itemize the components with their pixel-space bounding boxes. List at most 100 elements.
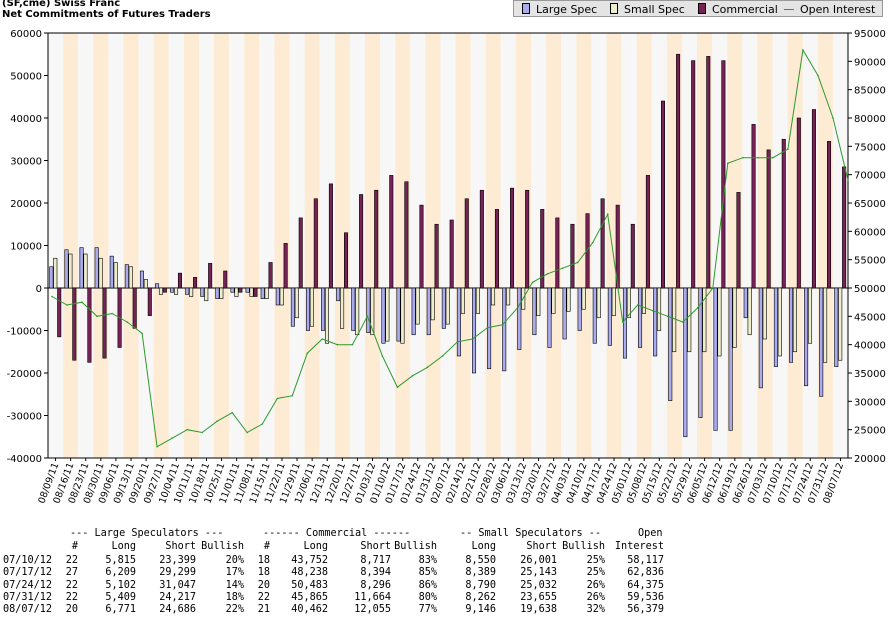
commercial-bar: [162, 287, 167, 293]
small-spec-bar: [53, 257, 58, 289]
y2-tick-label: 90000: [854, 57, 886, 68]
small-spec-bar: [445, 287, 450, 325]
large-spec-bar: [713, 287, 718, 431]
week-band: [153, 33, 169, 458]
commercial-bar: [434, 223, 439, 289]
table-cell: 8,790: [465, 579, 496, 591]
commercial-bar: [328, 183, 333, 289]
table-cell: 25,143: [520, 567, 557, 579]
large-spec-bar: [336, 287, 341, 302]
small-spec-bar: [98, 257, 103, 289]
table-cell: 26%: [586, 579, 605, 591]
chart-title: (SF,cme) Swiss Franc: [2, 0, 121, 9]
small-spec-bar: [808, 287, 813, 344]
commercial-bar: [389, 175, 394, 289]
col-header: Short: [360, 541, 391, 552]
commercial-bar: [781, 138, 786, 289]
commercial-bar: [479, 189, 484, 289]
y-tick-label: 40000: [10, 114, 42, 125]
col-header: Short: [526, 541, 557, 552]
legend-open-interest: Open Interest: [784, 3, 875, 16]
commercial-bar: [57, 287, 62, 338]
table-cell: 5,409: [105, 591, 136, 603]
table-cell: 19,638: [520, 604, 557, 616]
large-spec-swatch: [522, 3, 530, 14]
col-header: Interest: [614, 541, 664, 552]
small-spec-bar: [491, 287, 496, 306]
small-spec-bar: [385, 287, 390, 342]
commercial-bar: [268, 262, 273, 289]
commercial-bar: [660, 100, 666, 289]
large-spec-bar: [743, 287, 748, 319]
small-spec-swatch: [610, 3, 618, 14]
large-spec-bar: [532, 287, 537, 336]
commercial-bar: [147, 287, 152, 316]
table-cell: 8,296: [360, 579, 391, 591]
table-cell: 23,655: [520, 591, 557, 603]
large-spec-bar: [260, 287, 265, 299]
small-spec-bar: [732, 287, 737, 348]
commercial-bar: [676, 53, 681, 289]
small-spec-bar: [626, 287, 631, 319]
week-band: [380, 33, 396, 458]
large-spec-bar: [109, 255, 114, 289]
table-cell: 11,664: [354, 591, 391, 603]
week-band: [395, 33, 411, 458]
large-spec-bar: [155, 283, 160, 289]
chart-subtitle: Net Commitments of Futures Traders: [2, 9, 211, 20]
commercial-bar: [464, 198, 469, 289]
table-cell: 31,047: [159, 579, 196, 591]
table-cell: 22: [65, 579, 78, 591]
commercial-bar: [630, 223, 635, 289]
y-tick-label: 20000: [10, 199, 42, 210]
large-spec-bar: [698, 287, 703, 418]
table-cell: 40,462: [291, 604, 328, 616]
table-cell: 20: [257, 579, 270, 591]
commercial-bar: [645, 175, 650, 289]
week-band: [78, 33, 94, 458]
y2-tick-label: 95000: [854, 29, 886, 40]
large-spec-bar: [321, 287, 326, 331]
col-header: Long: [471, 541, 496, 552]
week-band: [183, 33, 199, 458]
week-band: [63, 33, 79, 458]
large-spec-bar: [502, 287, 507, 372]
y-tick-label: -40000: [7, 454, 42, 465]
table-cell: 80%: [418, 591, 437, 603]
large-spec-bar: [653, 287, 658, 357]
commercial-bar: [540, 209, 545, 289]
small-spec-bar: [294, 287, 299, 319]
large-spec-bar: [124, 264, 129, 289]
small-spec-bar: [641, 287, 646, 314]
commercial-bar: [796, 117, 801, 289]
commercial-bar: [419, 204, 424, 289]
large-spec-bar: [351, 287, 356, 331]
legend-large-spec: Large Spec: [522, 3, 597, 16]
open-interest-swatch: [784, 9, 794, 10]
week-band: [93, 33, 109, 458]
week-band: [108, 33, 124, 458]
small-spec-bar: [551, 287, 556, 314]
week-band: [229, 33, 245, 458]
small-spec-bar: [838, 287, 843, 361]
row-date: 07/10/12: [3, 555, 53, 566]
week-band: [349, 33, 365, 458]
table-cell: 14%: [225, 579, 244, 591]
y2-tick-label: 35000: [854, 369, 886, 380]
commercial-bar: [223, 270, 228, 289]
y-tick-label: -20000: [7, 369, 42, 380]
table-cell: 24,686: [159, 604, 196, 616]
y2-tick-label: 70000: [854, 171, 886, 182]
table-cell: 26%: [586, 591, 605, 603]
large-spec-bar: [230, 287, 235, 293]
y2-tick-label: 75000: [854, 142, 886, 153]
large-spec-bar: [668, 287, 673, 401]
table-cell: 18: [257, 567, 270, 579]
row-date: 07/31/12: [3, 591, 53, 603]
small-spec-bar: [702, 287, 707, 353]
small-spec-bar: [460, 287, 465, 314]
small-spec-bar: [762, 287, 767, 340]
small-spec-bar: [370, 287, 375, 336]
table-cell: 6,771: [105, 604, 136, 616]
week-band: [606, 33, 622, 458]
